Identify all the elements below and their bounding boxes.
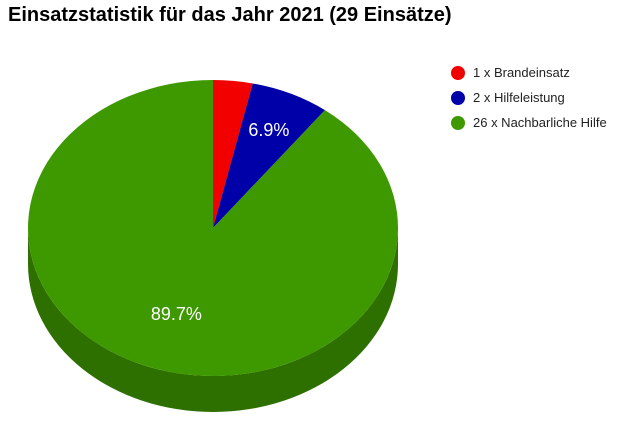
chart-title: Einsatzstatistik für das Jahr 2021 (29 E…	[8, 4, 452, 26]
legend-label-hilfeleistung: 2 x Hilfeleistung	[473, 90, 565, 105]
legend-marker-nachbarliche-hilfe	[451, 115, 465, 130]
data-label-hilfeleistung: 6.9%	[248, 120, 289, 140]
legend-label-brandeinsatz: 1 x Brandeinsatz	[473, 65, 570, 80]
legend-item-nachbarliche-hilfe[interactable]: 26 x Nachbarliche Hilfe	[451, 110, 607, 135]
legend-marker-hilfeleistung	[451, 90, 465, 105]
legend-item-hilfeleistung[interactable]: 2 x Hilfeleistung	[451, 85, 607, 110]
legend-marker-brandeinsatz	[451, 65, 465, 80]
pie-slice-nachbarliche-hilfe[interactable]	[28, 80, 399, 377]
legend-item-brandeinsatz[interactable]: 1 x Brandeinsatz	[451, 60, 607, 85]
chart-legend: 1 x Brandeinsatz 2 x Hilfeleistung 26 x …	[451, 60, 607, 135]
pie-top-slices	[28, 80, 399, 377]
pie-3d-sides	[28, 228, 398, 412]
pie-slice-hilfeleistung[interactable]	[213, 83, 325, 228]
pie-data-labels: 6.9% 89.7%	[151, 120, 290, 324]
data-label-nachbarliche-hilfe: 89.7%	[151, 304, 202, 324]
pie-slice-brandeinsatz[interactable]	[213, 80, 253, 228]
pie-side-nachbarliche-hilfe	[28, 228, 398, 412]
legend-label-nachbarliche-hilfe: 26 x Nachbarliche Hilfe	[473, 115, 607, 130]
